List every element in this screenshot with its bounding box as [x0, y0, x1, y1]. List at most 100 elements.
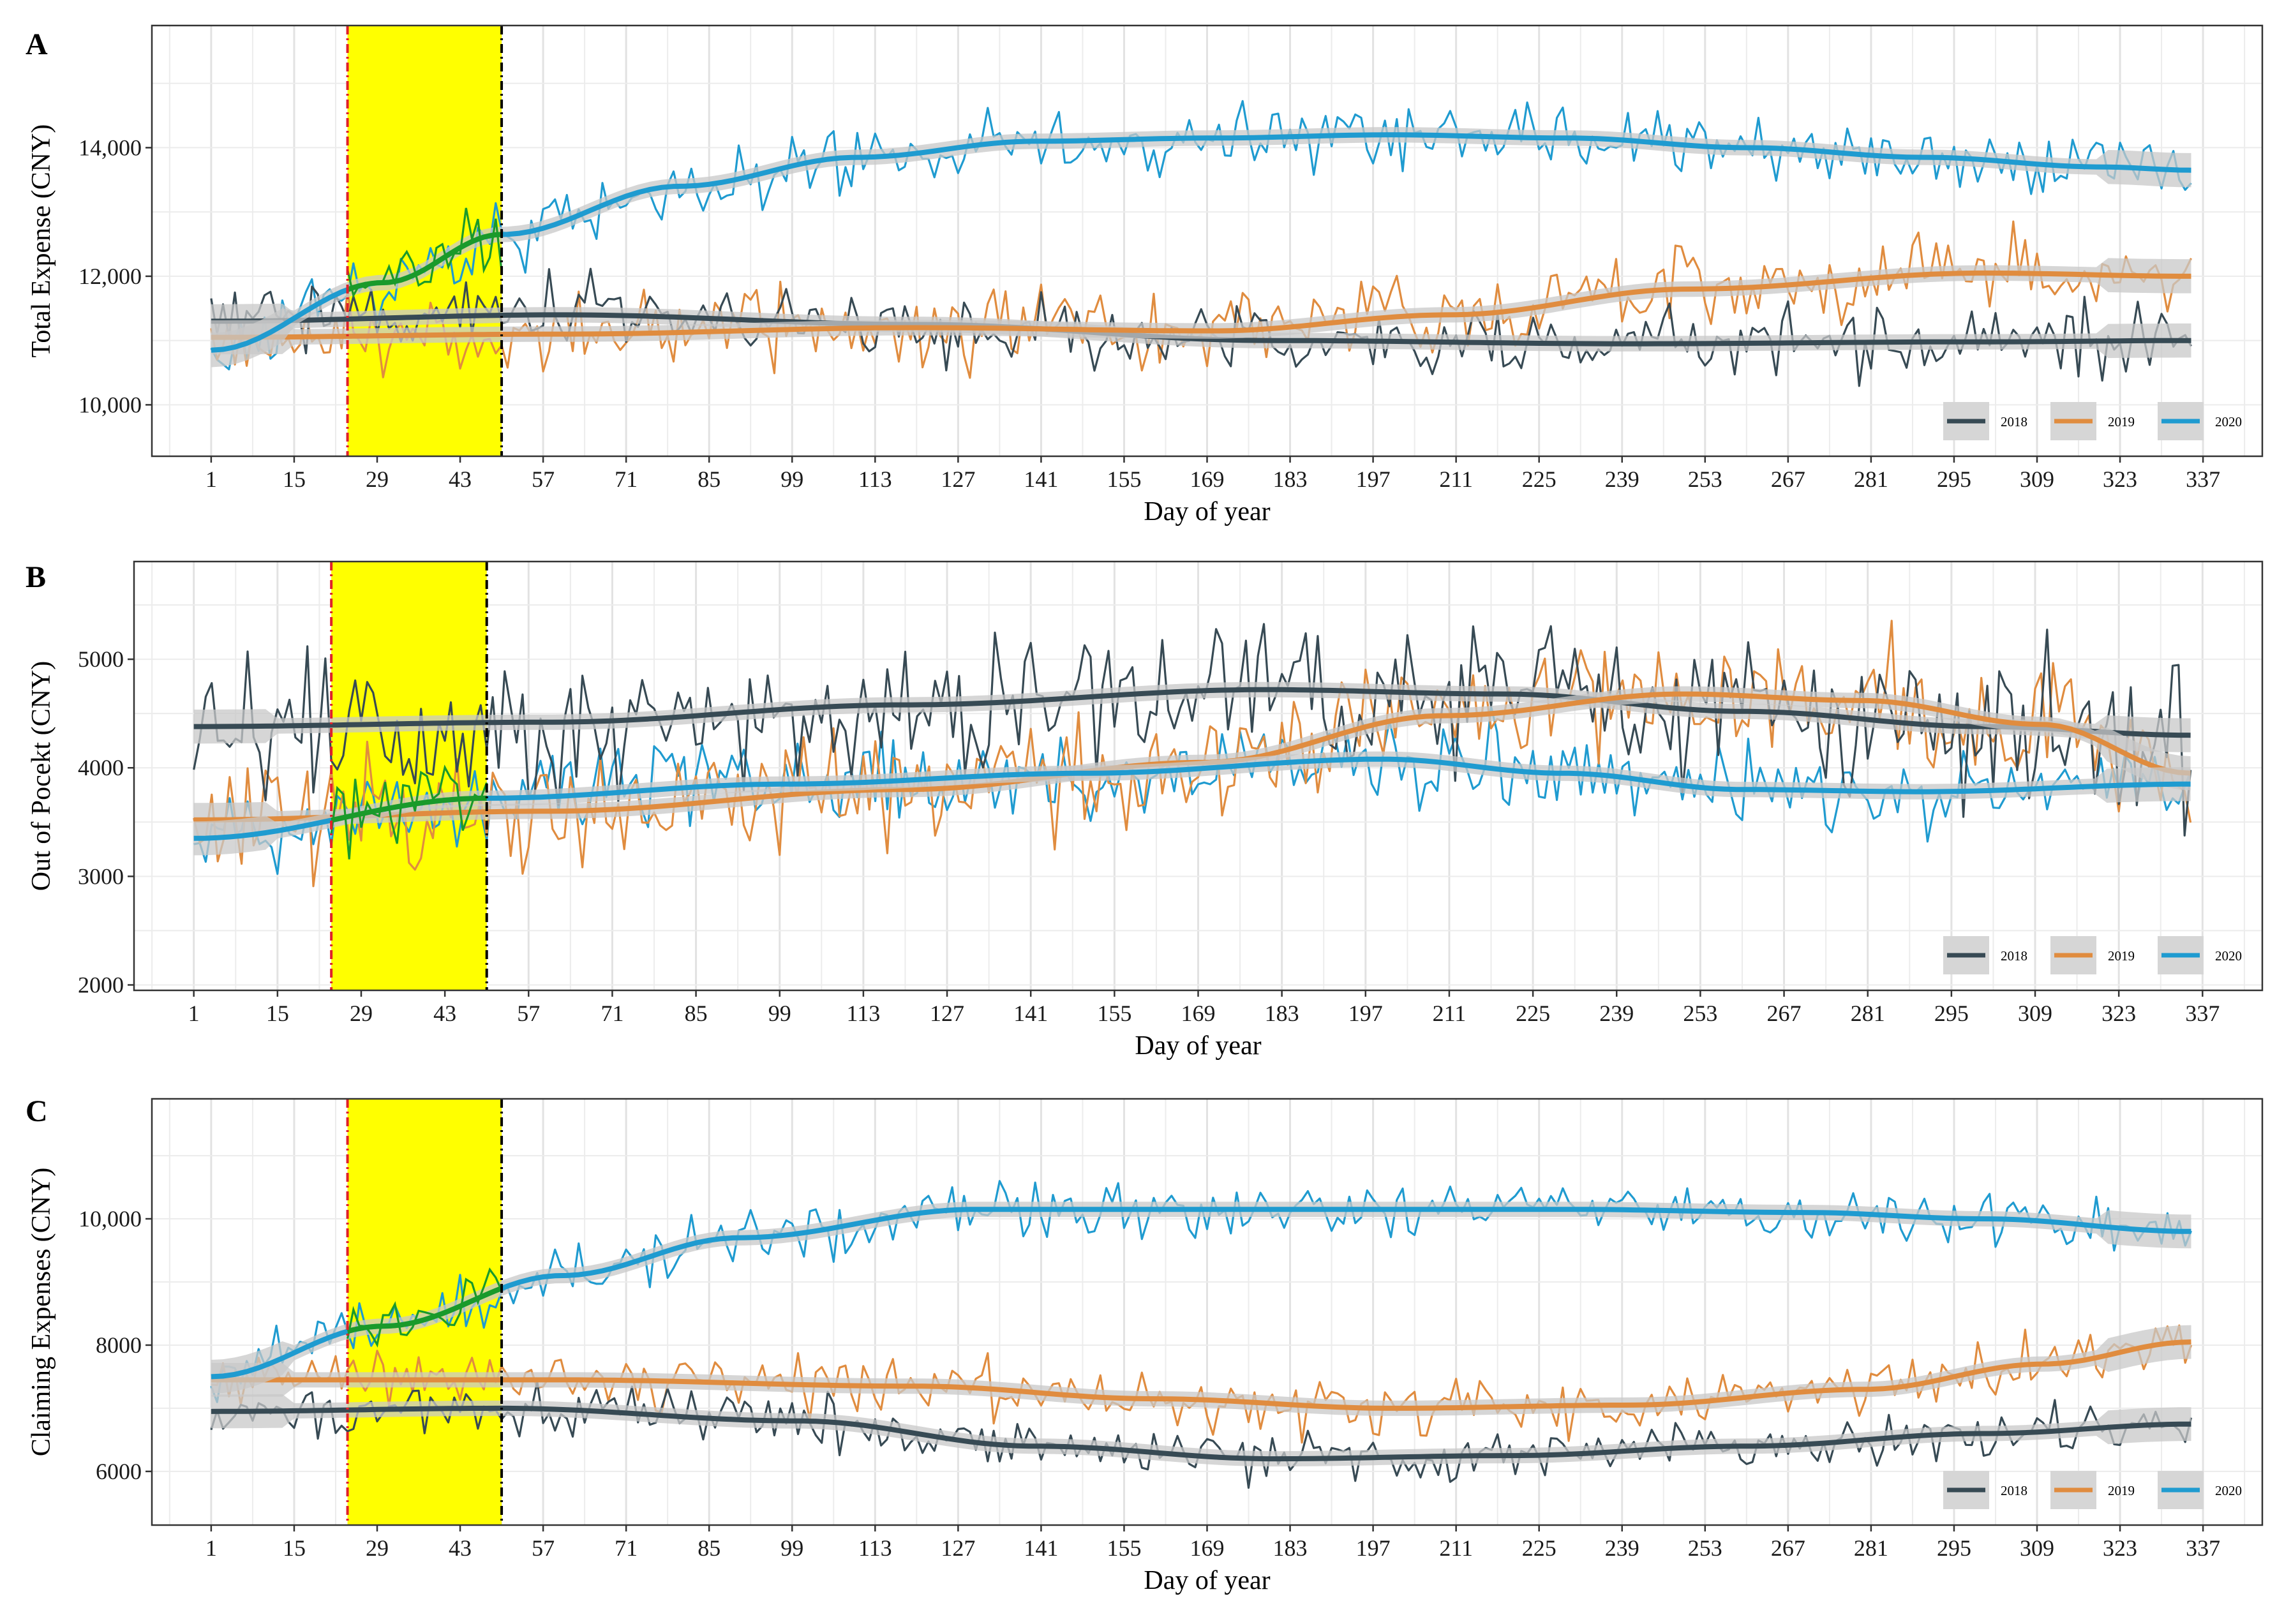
x-tick-label: 295 [1937, 466, 1971, 492]
y-axis: 2000 3000 4000 5000 [78, 646, 134, 997]
y-tick-label: 10,000 [78, 392, 142, 417]
x-tick-label: 183 [1265, 1001, 1299, 1026]
x-tick-label: 71 [601, 1001, 623, 1026]
x-tick-label: 281 [1854, 466, 1888, 492]
x-tick-label: 323 [2103, 466, 2137, 492]
x-tick-label: 211 [1439, 466, 1473, 492]
x-tick-label: 169 [1190, 1535, 1225, 1561]
x-tick-label: 239 [1605, 466, 1639, 492]
x-tick-label: 141 [1024, 1535, 1058, 1561]
y-tick-label: 6000 [96, 1459, 142, 1484]
series-2020-trend-line [211, 132, 2191, 353]
x-tick-label: 71 [615, 466, 638, 492]
x-tick-label: 295 [1937, 1535, 1971, 1561]
x-axis: 1 15 29 43 57 71 85 99 113 127 141 155 169 183 197 211 2… [205, 456, 2220, 492]
x-tick-label: 43 [449, 1535, 472, 1561]
y-tick-label: 14,000 [78, 135, 142, 160]
legend: 2018 2019 2020 [1943, 402, 2242, 440]
series-2020-confidence-band [193, 751, 2191, 856]
x-tick-label: 197 [1356, 466, 1391, 492]
x-tick-label: 113 [858, 466, 892, 492]
legend-label-2020: 2020 [2215, 1483, 2242, 1498]
x-tick-label: 1 [205, 1535, 217, 1561]
x-tick-label: 57 [517, 1001, 540, 1026]
series-2020-trend-line [193, 756, 2191, 841]
y-axis-title: Total Expense (CNY) [27, 124, 56, 358]
x-tick-label: 225 [1516, 1001, 1550, 1026]
series-2019-trend-line [211, 1339, 2191, 1411]
series-2019-trend-line [211, 270, 2191, 340]
x-tick-label: 267 [1771, 466, 1805, 492]
legend-label-2019: 2019 [2108, 948, 2135, 964]
x-tick-label: 225 [1522, 466, 1556, 492]
highlight-overlap-daily-line [330, 764, 488, 860]
panel-c-claiming-expenses: C 1 15 29 43 57 71 85 99 113 127 141 155 169 183 197 21… [26, 1094, 2264, 1595]
x-tick-label: 239 [1599, 1001, 1634, 1026]
x-tick-label: 99 [780, 1535, 803, 1561]
x-tick-label: 29 [366, 1535, 389, 1561]
x-axis-title: Day of year [1144, 497, 1270, 526]
x-tick-label: 169 [1190, 466, 1225, 492]
legend-label-2018: 2018 [2001, 414, 2027, 429]
y-axis-title: Out of Pocekt (CNY) [27, 661, 56, 891]
x-tick-label: 1 [188, 1001, 200, 1026]
y-tick-label: 2000 [78, 972, 124, 997]
x-tick-label: 43 [433, 1001, 456, 1026]
x-tick-label: 71 [615, 1535, 638, 1561]
x-tick-label: 57 [532, 1535, 555, 1561]
highlight-overlap-trend-line [331, 795, 487, 823]
x-tick-label: 197 [1348, 1001, 1383, 1026]
x-tick-label: 29 [366, 466, 389, 492]
highlight-overlap-daily-line [346, 1267, 503, 1348]
legend-label-2018: 2018 [2001, 948, 2027, 964]
plot-area [210, 1180, 2193, 1489]
y-axis: 6000 8000 10,000 [78, 1206, 152, 1484]
x-tick-label: 43 [449, 466, 472, 492]
x-axis-title: Day of year [1144, 1566, 1270, 1595]
x-tick-label: 309 [2020, 1535, 2054, 1561]
highlight-overlap-trend-line [347, 232, 502, 292]
x-tick-label: 169 [1181, 1001, 1216, 1026]
legend: 2018 2019 2020 [1943, 936, 2242, 974]
x-tick-label: 113 [858, 1535, 892, 1561]
x-tick-label: 225 [1522, 1535, 1556, 1561]
y-tick-label: 5000 [78, 646, 124, 672]
x-tick-label: 337 [2186, 1535, 2220, 1561]
x-tick-label: 141 [1024, 466, 1058, 492]
x-tick-label: 323 [2101, 1001, 2136, 1026]
x-tick-label: 183 [1273, 1535, 1308, 1561]
x-tick-label: 99 [780, 466, 803, 492]
panel-letter-c: C [26, 1094, 48, 1128]
x-tick-label: 183 [1273, 466, 1308, 492]
x-tick-label: 155 [1107, 1535, 1141, 1561]
legend: 2018 2019 2020 [1943, 1471, 2242, 1509]
plot-area [193, 620, 2192, 888]
panel-letter-b: B [26, 560, 46, 594]
y-tick-label: 10,000 [78, 1206, 142, 1232]
x-tick-label: 253 [1688, 1535, 1722, 1561]
x-tick-label: 253 [1683, 1001, 1717, 1026]
x-tick-label: 57 [532, 466, 555, 492]
x-axis: 1 15 29 43 57 71 85 99 113 127 141 155 169 183 197 211 2… [205, 1525, 2220, 1561]
y-axis: 10,000 12,000 14,000 [78, 135, 152, 417]
x-tick-label: 337 [2186, 466, 2220, 492]
x-tick-label: 281 [1851, 1001, 1885, 1026]
x-tick-label: 309 [2018, 1001, 2052, 1026]
x-tick-label: 211 [1433, 1001, 1467, 1026]
y-tick-label: 8000 [96, 1332, 142, 1358]
x-tick-label: 1 [205, 466, 217, 492]
x-tick-label: 141 [1013, 1001, 1048, 1026]
highlight-window [331, 562, 487, 990]
legend-label-2018: 2018 [2001, 1483, 2027, 1498]
series-2018-trend-line [211, 1405, 2191, 1462]
x-tick-label: 239 [1605, 1535, 1639, 1561]
series-2019-daily-line [193, 620, 2192, 888]
x-tick-label: 155 [1107, 466, 1141, 492]
series-2018-confidence-band [193, 682, 2191, 752]
x-tick-label: 197 [1356, 1535, 1391, 1561]
x-tick-label: 99 [768, 1001, 791, 1026]
x-tick-label: 113 [847, 1001, 881, 1026]
series-2018-trend-line [193, 687, 2191, 738]
panel-letter-a: A [26, 27, 48, 61]
x-tick-label: 267 [1771, 1535, 1805, 1561]
